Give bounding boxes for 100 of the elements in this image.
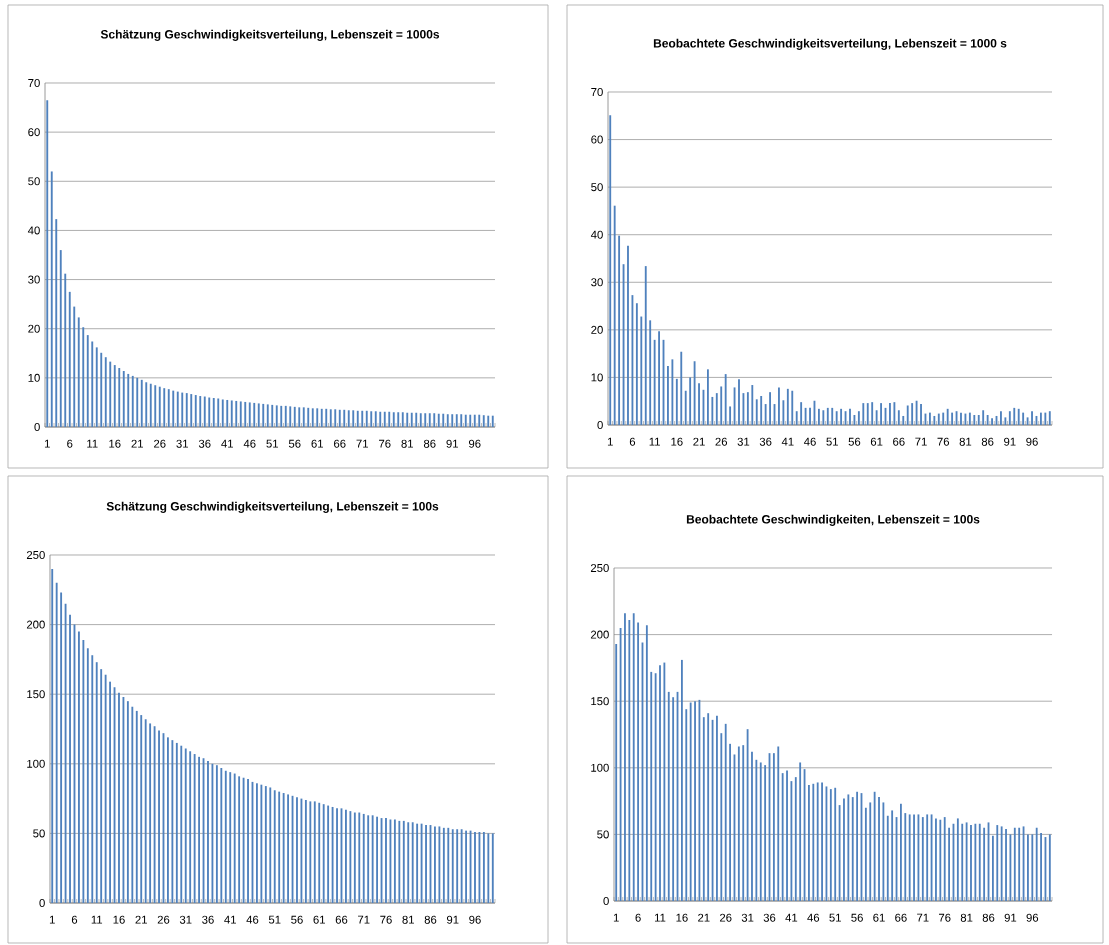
x-tick-label: 1 bbox=[607, 437, 613, 446]
x-tick-label: 71 bbox=[356, 439, 368, 448]
x-tick-label: 11 bbox=[87, 439, 98, 448]
y-tick-label: 0 bbox=[603, 897, 609, 906]
x-tick-label: 46 bbox=[803, 437, 816, 446]
y-tick-label: 100 bbox=[27, 759, 45, 768]
x-tick-label: 41 bbox=[221, 439, 233, 448]
y-tick-label: 250 bbox=[590, 564, 609, 572]
chart-title: Schätzung Geschwindigkeitsverteilung, Lebenszeit = 100s bbox=[106, 501, 439, 513]
y-tick-label: 200 bbox=[590, 630, 609, 639]
x-tick-label: 81 bbox=[960, 913, 973, 922]
chart-title: Schätzung Geschwindigkeitsverteilung, Lebenszeit = 1000s bbox=[100, 29, 440, 41]
y-tick-label: 70 bbox=[28, 78, 40, 87]
x-tick-label: 26 bbox=[715, 437, 728, 446]
x-tick-label: 66 bbox=[893, 437, 905, 446]
y-tick-label: 0 bbox=[597, 420, 603, 429]
x-tick-label: 11 bbox=[649, 437, 660, 446]
x-tick-label: 16 bbox=[676, 913, 688, 922]
x-tick-label: 96 bbox=[1026, 437, 1038, 446]
x-tick-label: 26 bbox=[154, 439, 166, 448]
x-tick-label: 31 bbox=[741, 913, 754, 922]
x-tick-label: 51 bbox=[829, 913, 841, 922]
x-tick-label: 11 bbox=[91, 915, 103, 924]
chart-title: Beobachtete Geschwindigkeiten, Lebenszeit = 100s bbox=[686, 514, 980, 526]
x-tick-label: 11 bbox=[654, 913, 666, 922]
y-tick-label: 150 bbox=[27, 690, 45, 699]
x-tick-label: 91 bbox=[446, 915, 459, 924]
x-tick-label: 56 bbox=[291, 915, 303, 924]
x-tick-label: 56 bbox=[288, 439, 301, 448]
x-tick-label: 21 bbox=[135, 915, 147, 924]
x-tick-label: 36 bbox=[759, 437, 772, 446]
x-tick-label: 41 bbox=[224, 915, 236, 924]
x-tick-label: 61 bbox=[870, 437, 883, 446]
x-tick-label: 56 bbox=[851, 913, 863, 922]
y-tick-label: 40 bbox=[27, 226, 40, 235]
x-tick-label: 41 bbox=[785, 913, 798, 922]
x-tick-label: 1 bbox=[44, 439, 50, 448]
x-tick-label: 36 bbox=[198, 439, 211, 448]
y-tick-label: 50 bbox=[28, 177, 40, 186]
x-tick-label: 91 bbox=[446, 439, 458, 448]
x-tick-label: 31 bbox=[176, 439, 188, 448]
x-tick-label: 31 bbox=[737, 437, 750, 446]
x-tick-label: 31 bbox=[179, 915, 192, 924]
x-tick-label: 81 bbox=[401, 439, 413, 448]
x-tick-label: 46 bbox=[807, 913, 820, 922]
x-tick-label: 46 bbox=[246, 915, 259, 924]
x-tick-label: 16 bbox=[671, 437, 683, 446]
x-tick-label: 91 bbox=[1004, 913, 1017, 922]
x-tick-label: 6 bbox=[629, 437, 636, 446]
x-tick-label: 96 bbox=[469, 915, 481, 924]
y-tick-label: 50 bbox=[591, 183, 603, 192]
y-tick-label: 30 bbox=[591, 278, 603, 287]
y-tick-label: 50 bbox=[33, 829, 45, 838]
y-tick-label: 10 bbox=[591, 373, 603, 382]
x-tick-label: 6 bbox=[67, 439, 73, 448]
y-tick-label: 70 bbox=[591, 87, 603, 96]
x-tick-label: 81 bbox=[402, 915, 414, 924]
y-tick-label: 60 bbox=[591, 135, 603, 144]
x-tick-label: 71 bbox=[358, 915, 370, 924]
y-tick-label: 10 bbox=[28, 373, 40, 382]
y-tick-label: 40 bbox=[590, 230, 603, 239]
x-tick-label: 71 bbox=[915, 437, 927, 446]
x-tick-label: 61 bbox=[873, 913, 885, 922]
y-tick-label: 200 bbox=[26, 620, 45, 629]
x-tick-label: 81 bbox=[959, 437, 972, 446]
y-tick-label: 0 bbox=[39, 899, 45, 908]
x-tick-label: 21 bbox=[693, 437, 705, 446]
y-tick-label: 250 bbox=[26, 550, 45, 559]
x-tick-label: 86 bbox=[423, 439, 436, 448]
x-tick-label: 66 bbox=[335, 915, 348, 924]
x-tick-label: 16 bbox=[113, 915, 125, 924]
x-tick-label: 86 bbox=[981, 437, 994, 446]
x-tick-label: 21 bbox=[131, 439, 143, 448]
x-tick-label: 1 bbox=[613, 913, 619, 922]
x-tick-label: 26 bbox=[719, 913, 732, 922]
x-tick-label: 76 bbox=[938, 913, 951, 922]
x-tick-label: 41 bbox=[781, 437, 794, 446]
x-tick-label: 61 bbox=[311, 439, 323, 448]
x-tick-label: 71 bbox=[917, 913, 929, 922]
x-tick-label: 51 bbox=[268, 915, 281, 924]
x-tick-label: 96 bbox=[1026, 913, 1039, 922]
y-tick-label: 60 bbox=[28, 128, 40, 137]
x-tick-label: 26 bbox=[157, 915, 170, 924]
x-tick-label: 76 bbox=[379, 439, 391, 448]
x-tick-label: 86 bbox=[982, 913, 995, 922]
x-tick-label: 1 bbox=[49, 915, 55, 924]
x-tick-label: 86 bbox=[424, 915, 437, 924]
x-tick-label: 61 bbox=[313, 915, 325, 924]
x-tick-label: 66 bbox=[895, 913, 907, 922]
x-tick-label: 6 bbox=[71, 915, 78, 924]
y-tick-label: 50 bbox=[597, 830, 609, 839]
x-tick-label: 46 bbox=[243, 439, 256, 448]
y-tick-label: 20 bbox=[591, 325, 603, 334]
x-tick-label: 91 bbox=[1004, 437, 1016, 446]
x-tick-label: 36 bbox=[202, 915, 214, 924]
y-tick-label: 20 bbox=[28, 324, 40, 333]
x-tick-label: 6 bbox=[635, 913, 641, 922]
y-tick-label: 150 bbox=[591, 697, 609, 706]
y-tick-label: 30 bbox=[28, 275, 40, 284]
x-tick-label: 21 bbox=[698, 913, 710, 922]
